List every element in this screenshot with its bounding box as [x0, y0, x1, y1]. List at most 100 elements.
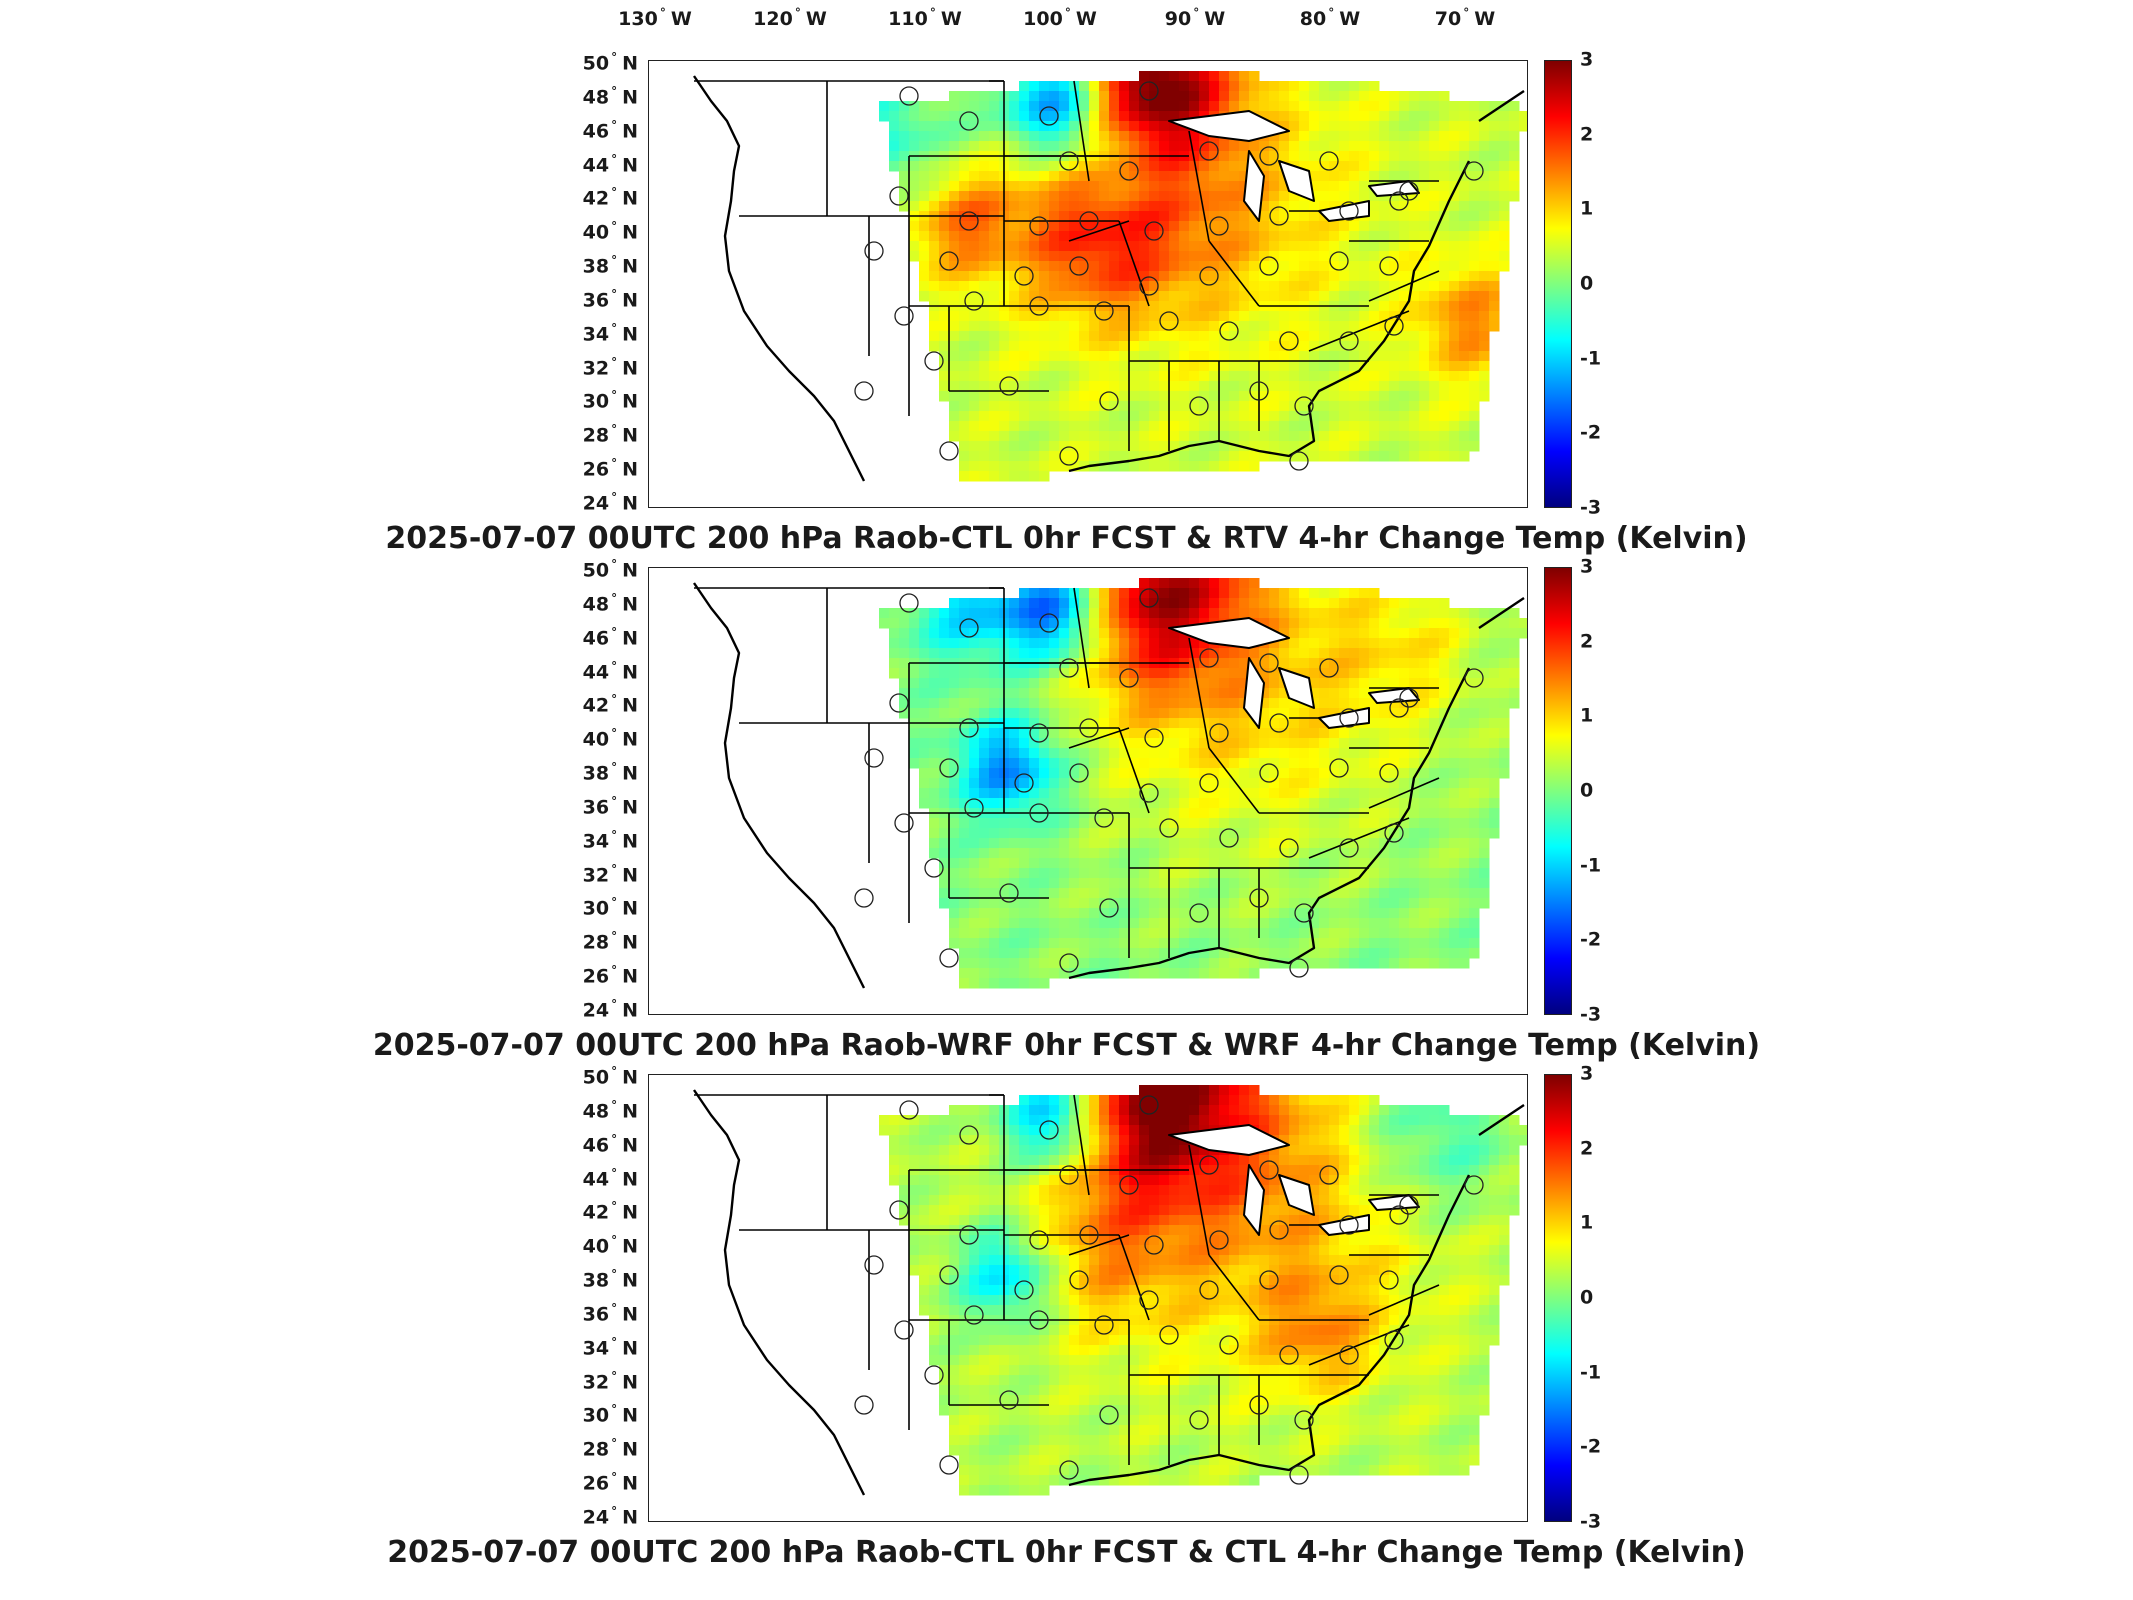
field-cell [899, 141, 910, 152]
field-cell [1349, 421, 1360, 432]
field-cell [1349, 1135, 1360, 1146]
field-cell [1479, 688, 1490, 699]
field-cell [1479, 658, 1490, 669]
field-cell [1179, 898, 1190, 909]
field-cell [1409, 598, 1420, 609]
field-cell [1069, 441, 1080, 452]
field-cell [1079, 758, 1090, 769]
field-cell [1339, 618, 1350, 629]
field-cell [1419, 311, 1430, 322]
field-cell [1329, 938, 1340, 949]
field-cell [1329, 251, 1340, 262]
field-cell [1369, 81, 1380, 92]
field-cell [1279, 331, 1290, 342]
field-cell [1359, 281, 1370, 292]
field-cell [1109, 628, 1120, 639]
field-cell [1429, 678, 1440, 689]
field-cell [1319, 598, 1330, 609]
field-cell [1259, 191, 1270, 202]
field-cell [1059, 121, 1070, 132]
field-cell [1309, 778, 1320, 789]
field-cell [979, 101, 990, 112]
field-cell [1059, 291, 1070, 302]
field-cell [1129, 868, 1140, 879]
field-cell [1449, 221, 1460, 232]
field-cell [1059, 321, 1070, 332]
field-cell [1179, 678, 1190, 689]
field-cell [1419, 351, 1430, 362]
field-cell [989, 261, 1000, 272]
field-cell [1039, 331, 1050, 342]
field-cell [1129, 968, 1140, 979]
field-cell [1209, 321, 1220, 332]
field-cell [1339, 411, 1350, 422]
field-cell [1059, 608, 1070, 619]
field-cell [1019, 171, 1030, 182]
raob-station-marker [939, 251, 959, 271]
raob-station-marker [1289, 958, 1309, 978]
field-cell [1179, 638, 1190, 649]
field-cell [969, 758, 980, 769]
field-cell [1239, 928, 1250, 939]
field-cell [1239, 411, 1250, 422]
field-cell [959, 888, 970, 899]
field-cell [889, 608, 900, 619]
field-cell [1299, 101, 1310, 112]
field-cell [979, 251, 990, 262]
field-cell [1179, 928, 1190, 939]
field-cell [1229, 451, 1240, 462]
field-cell [1149, 678, 1160, 689]
field-cell [1329, 928, 1340, 939]
field-cell [1319, 648, 1330, 659]
field-cell [1209, 608, 1220, 619]
field-cell [1149, 628, 1160, 639]
field-cell [929, 778, 940, 789]
field-cell [1499, 678, 1510, 689]
field-cell [1449, 878, 1460, 889]
field-cell [1289, 351, 1300, 362]
field-cell [1289, 848, 1300, 859]
field-cell [1169, 311, 1180, 322]
field-cell [1049, 1145, 1060, 1156]
field-cell [1199, 668, 1210, 679]
field-cell [1489, 311, 1500, 322]
field-cell [1159, 928, 1170, 939]
field-cell [1139, 588, 1150, 599]
field-cell [1149, 281, 1160, 292]
field-cell [1109, 1145, 1120, 1156]
field-cell [999, 968, 1010, 979]
field-cell [1459, 261, 1470, 272]
field-cell [1309, 908, 1320, 919]
field-cell [1339, 788, 1350, 799]
field-cell [1479, 638, 1490, 649]
field-cell [989, 451, 1000, 462]
raob-station-marker [1464, 668, 1484, 688]
field-cell [1199, 321, 1210, 332]
field-cell [1149, 291, 1160, 302]
field-cell [969, 898, 980, 909]
field-cell [1379, 361, 1390, 372]
field-cell [1459, 958, 1470, 969]
field-cell [1169, 898, 1180, 909]
field-cell [1009, 451, 1020, 462]
field-cell [1369, 628, 1380, 639]
field-cell [1089, 341, 1100, 352]
field-cell [979, 461, 990, 472]
field-cell [1449, 668, 1460, 679]
field-cell [1049, 758, 1060, 769]
field-cell [999, 361, 1010, 372]
field-cell [1409, 401, 1420, 412]
field-cell [1459, 171, 1470, 182]
field-cell [1459, 111, 1470, 122]
field-cell [989, 848, 1000, 859]
field-cell [1389, 271, 1400, 282]
field-cell [1269, 181, 1280, 192]
field-cell [1009, 141, 1020, 152]
field-cell [1129, 251, 1140, 262]
raob-station-marker [1199, 773, 1219, 793]
field-cell [1299, 958, 1310, 969]
field-cell [1049, 401, 1060, 412]
field-cell [949, 1145, 960, 1156]
field-cell [1219, 918, 1230, 929]
field-cell [1419, 798, 1430, 809]
